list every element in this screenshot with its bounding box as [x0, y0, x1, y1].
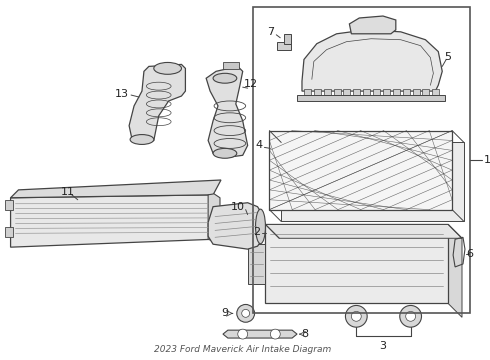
Text: 4: 4	[255, 140, 263, 150]
Text: 5: 5	[444, 51, 452, 62]
Bar	[284, 34, 291, 44]
Bar	[383, 89, 390, 95]
Bar	[324, 89, 331, 95]
Text: 7: 7	[267, 27, 274, 37]
Bar	[277, 42, 291, 50]
Bar	[314, 89, 321, 95]
Polygon shape	[281, 143, 464, 221]
Circle shape	[400, 305, 421, 327]
Bar	[343, 89, 350, 95]
Polygon shape	[208, 194, 220, 241]
Polygon shape	[206, 66, 247, 157]
Circle shape	[238, 329, 247, 339]
Polygon shape	[448, 224, 462, 317]
Text: 6: 6	[466, 249, 473, 259]
Text: 2: 2	[253, 228, 261, 237]
Text: 1: 1	[484, 155, 490, 165]
Ellipse shape	[256, 209, 266, 244]
Circle shape	[237, 305, 255, 322]
Text: 11: 11	[61, 187, 75, 197]
Text: 8: 8	[301, 329, 309, 339]
Circle shape	[345, 305, 367, 327]
Bar	[353, 89, 360, 95]
Text: 12: 12	[244, 79, 258, 89]
Bar	[373, 89, 380, 95]
Text: 3: 3	[379, 341, 387, 351]
Bar	[403, 89, 410, 95]
Polygon shape	[302, 30, 442, 91]
Bar	[247, 244, 266, 284]
Polygon shape	[266, 224, 448, 303]
Bar	[393, 89, 400, 95]
Circle shape	[406, 311, 416, 321]
Polygon shape	[266, 224, 462, 238]
Polygon shape	[11, 195, 213, 247]
Bar	[432, 89, 439, 95]
Bar	[334, 89, 341, 95]
Ellipse shape	[213, 148, 237, 158]
Polygon shape	[270, 131, 452, 210]
Bar	[413, 89, 419, 95]
Bar	[304, 89, 311, 95]
Ellipse shape	[154, 62, 181, 74]
Bar	[4, 228, 13, 237]
Ellipse shape	[213, 73, 237, 83]
Bar	[252, 7, 470, 313]
Polygon shape	[223, 330, 297, 338]
Ellipse shape	[130, 135, 154, 144]
Circle shape	[242, 309, 249, 317]
Text: 10: 10	[231, 202, 245, 212]
Polygon shape	[208, 203, 263, 249]
Text: 9: 9	[221, 309, 228, 318]
Polygon shape	[297, 95, 445, 101]
Bar	[223, 62, 239, 69]
Text: 2023 Ford Maverick Air Intake Diagram: 2023 Ford Maverick Air Intake Diagram	[154, 345, 331, 354]
Bar	[4, 200, 13, 210]
Text: 13: 13	[115, 89, 129, 99]
Circle shape	[351, 311, 361, 321]
Polygon shape	[129, 64, 185, 143]
Bar	[363, 89, 370, 95]
Polygon shape	[11, 180, 221, 198]
Bar	[422, 89, 429, 95]
Circle shape	[270, 329, 280, 339]
Polygon shape	[349, 16, 396, 34]
